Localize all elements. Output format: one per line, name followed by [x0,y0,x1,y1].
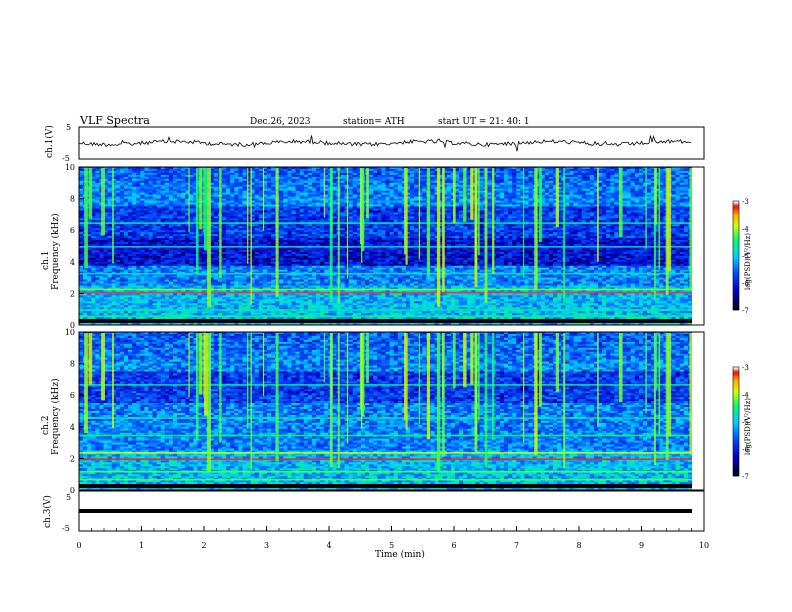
xtick-label: 6 [451,541,456,550]
ch1-waveform-line [78,135,692,152]
ch2-spec-ylabel-line1: ch.2 [41,416,51,435]
colorbar-ch1: -3 -4 -5 -6 -7 log(PSD)(V²/Hz) [732,198,752,315]
xtick-label: 0 [76,541,81,550]
ytick-label: 4 [70,258,75,267]
ytick-label: 0 [70,321,75,330]
xtick-label: 2 [201,541,206,550]
ch1-spectrogram-image [79,167,704,326]
ch1-spectrogram-panel: 0 2 4 6 8 10 ch.1 Frequency (kHz) [41,163,705,330]
figure-title: VLF Spectra [79,114,150,127]
ch1-ytick-top: 5 [66,123,71,132]
colorbar-tick: -7 [742,473,749,481]
x-axis-label: Time (min) [375,549,425,560]
station-label: station= ATH [343,117,405,127]
xtick-label: 8 [576,541,581,550]
ytick-label: 4 [70,423,75,432]
ch3-ytick-bottom: -5 [62,524,70,533]
date-label: Dec.26, 2023 [250,117,311,127]
xtick-label: 7 [514,541,519,550]
ytick-label: 6 [70,226,75,235]
xtick-label: 10 [699,541,709,550]
colorbar-tick: -4 [742,225,749,233]
xtick-label: 9 [639,541,644,550]
ytick-label: 8 [70,195,75,204]
ytick-label: 10 [65,163,75,172]
xtick-label: 1 [139,541,144,550]
ch3-ylabel: ch.3(V) [42,495,53,528]
ytick-label: 0 [70,486,75,495]
ch2-spectrogram-image [79,332,704,491]
colorbar-tick: -4 [742,391,749,399]
colorbar-tick: -3 [742,364,749,372]
xtick-label: 4 [326,541,331,550]
colorbar-ch2: -3 -4 -5 -6 -7 log(PSD)(V²/Hz) [732,364,752,481]
ch3-waveform-panel: 5 -5 ch.3(V) 0 1 2 3 4 5 6 7 8 9 10 Time (min) [42,490,709,560]
colorbar-tick: -5 [742,419,749,427]
ytick-label: 10 [65,328,75,337]
ch3-waveform-line [79,509,692,513]
ch1-spec-ylabel-line2: Frequency (kHz) [50,213,61,290]
ytick-label: 2 [70,454,75,463]
colorbar-tick: -7 [742,307,749,315]
colorbar-tick: -3 [742,198,749,206]
ch1-spec-ylabel-line1: ch.1 [41,251,51,270]
colorbar-tick: -6 [742,446,749,454]
ytick-label: 2 [70,289,75,298]
ch2-spec-ylabel-line2: Frequency (kHz) [50,378,61,455]
ytick-label: 6 [70,391,75,400]
colorbar-ch2-label: log(PSD)(V²/Hz) [744,398,752,455]
ch3-ytick-top: 5 [66,493,71,502]
xtick-label: 5 [389,541,394,550]
ch1-waveform-panel: 5 -5 ch.1(V) [44,123,705,163]
ytick-label: 8 [70,360,75,369]
colorbar-ch1-label: log(PSD)(V²/Hz) [744,233,752,290]
ch1-ylabel: ch.1(V) [44,125,55,158]
xtick-label: 3 [264,541,269,550]
ch1-ytick-bottom: -5 [62,154,70,163]
colorbar-tick: -5 [742,253,749,261]
colorbar-tick: -6 [742,280,749,288]
start-time-label: start UT = 21: 40: 1 [438,117,530,127]
ch2-spectrogram-panel: 0 2 4 6 8 10 ch.2 Frequency (kHz) [41,328,705,495]
